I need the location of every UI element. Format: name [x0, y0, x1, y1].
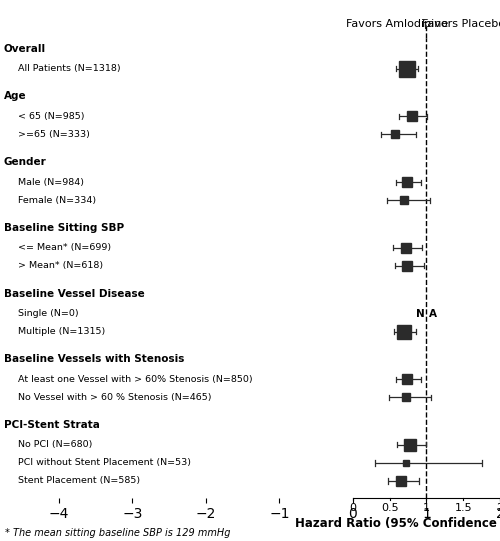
- Text: < 65 (N=985): < 65 (N=985): [18, 112, 85, 121]
- Text: * The mean sitting baseline SBP is 129 mmHg: * The mean sitting baseline SBP is 129 m…: [5, 529, 230, 538]
- Text: Favors Amlodipine: Favors Amlodipine: [346, 19, 448, 29]
- Text: Multiple (N=1315): Multiple (N=1315): [18, 327, 106, 336]
- Text: At least one Vessel with > 60% Stenosis (N=850): At least one Vessel with > 60% Stenosis …: [18, 375, 253, 384]
- Text: All Patients (N=1318): All Patients (N=1318): [18, 64, 121, 73]
- Text: A: A: [428, 308, 436, 319]
- Text: 0.5: 0.5: [381, 503, 398, 513]
- Text: PCI-Stent Strata: PCI-Stent Strata: [4, 420, 100, 430]
- Text: Overall: Overall: [4, 44, 46, 54]
- Text: No Vessel with > 60 % Stenosis (N=465): No Vessel with > 60 % Stenosis (N=465): [18, 393, 212, 402]
- Text: Baseline Vessel Disease: Baseline Vessel Disease: [4, 288, 144, 299]
- Text: Baseline Sitting SBP: Baseline Sitting SBP: [4, 223, 124, 233]
- Text: <= Mean* (N=699): <= Mean* (N=699): [18, 243, 112, 252]
- Text: Gender: Gender: [4, 157, 46, 167]
- Text: N: N: [416, 308, 424, 319]
- Text: PCI without Stent Placement (N=53): PCI without Stent Placement (N=53): [18, 458, 192, 467]
- Text: Hazard Ratio (95% Confidence Interval): Hazard Ratio (95% Confidence Interval): [295, 517, 500, 530]
- Text: Stent Placement (N=585): Stent Placement (N=585): [18, 477, 140, 485]
- Text: >=65 (N=333): >=65 (N=333): [18, 130, 90, 139]
- Text: Favors Placebo: Favors Placebo: [422, 19, 500, 29]
- Text: 1: 1: [423, 503, 430, 513]
- Text: Single (N=0): Single (N=0): [18, 309, 79, 318]
- Text: 2: 2: [496, 503, 500, 513]
- Text: Female (N=334): Female (N=334): [18, 196, 96, 204]
- Text: Male (N=984): Male (N=984): [18, 177, 84, 187]
- Text: Age: Age: [4, 91, 26, 102]
- Text: No PCI (N=680): No PCI (N=680): [18, 440, 93, 450]
- Text: > Mean* (N=618): > Mean* (N=618): [18, 261, 103, 270]
- Text: Baseline Vessels with Stenosis: Baseline Vessels with Stenosis: [4, 354, 184, 364]
- Text: 1.5: 1.5: [454, 503, 472, 513]
- Text: 0: 0: [350, 503, 356, 513]
